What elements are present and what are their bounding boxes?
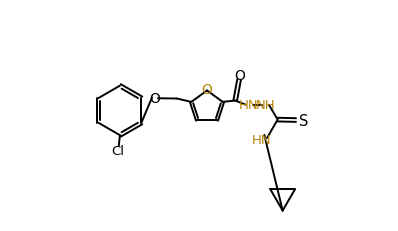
Text: O: O	[201, 83, 213, 97]
Text: O: O	[234, 69, 245, 83]
Text: O: O	[150, 92, 160, 106]
Text: S: S	[299, 113, 308, 128]
Text: Cl: Cl	[111, 144, 124, 157]
Text: NH: NH	[256, 99, 275, 112]
Text: HN: HN	[252, 133, 272, 146]
Text: HN: HN	[239, 99, 259, 112]
